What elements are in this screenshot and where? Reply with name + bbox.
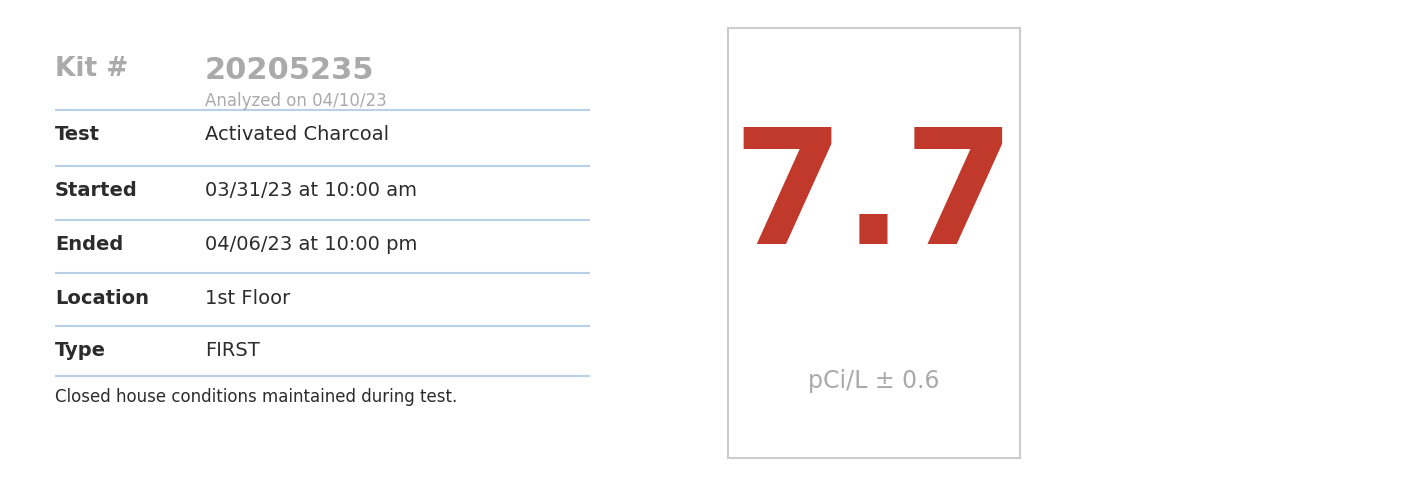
Text: 1st Floor: 1st Floor [206,289,291,308]
Text: 04/06/23 at 10:00 pm: 04/06/23 at 10:00 pm [206,235,417,254]
Text: FIRST: FIRST [206,342,259,361]
Text: pCi/L ± 0.6: pCi/L ± 0.6 [808,368,940,393]
Text: Test: Test [55,124,101,143]
Text: Activated Charcoal: Activated Charcoal [206,124,389,143]
Text: Ended: Ended [55,235,123,254]
Text: Location: Location [55,289,149,308]
Text: 20205235: 20205235 [206,56,374,85]
Text: Analyzed on 04/10/23: Analyzed on 04/10/23 [206,92,387,110]
Text: 7.7: 7.7 [733,122,1015,278]
Text: Kit #: Kit # [55,56,128,82]
Text: Started: Started [55,180,138,199]
Text: Closed house conditions maintained during test.: Closed house conditions maintained durin… [55,388,457,406]
FancyBboxPatch shape [727,28,1020,458]
Text: Type: Type [55,342,106,361]
Text: 03/31/23 at 10:00 am: 03/31/23 at 10:00 am [206,180,417,199]
